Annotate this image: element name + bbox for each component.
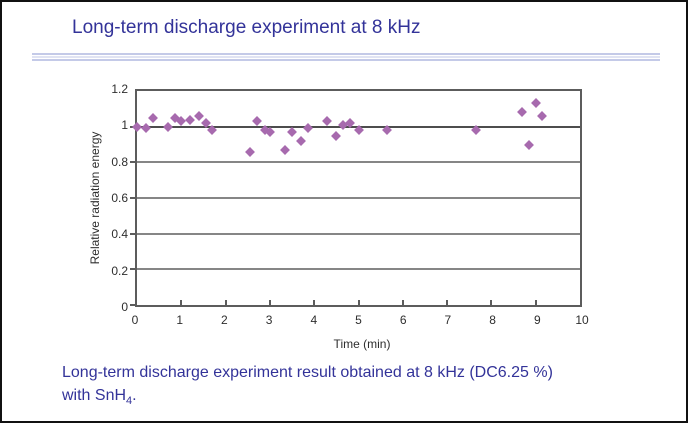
x-tick-mark — [446, 300, 449, 305]
x-tick-label: 2 — [221, 313, 228, 327]
scatter-chart: Relative radiation energy 0 0.2 0.4 0.6 0.8 1… — [2, 72, 686, 362]
y-tick-mark — [130, 268, 135, 271]
y-axis-tick-labels: 0 0.2 0.4 0.6 0.8 1 1.2 — [94, 82, 128, 314]
data-point — [530, 98, 541, 109]
gridline — [137, 161, 580, 164]
data-point — [295, 135, 306, 146]
y-tick-mark — [130, 197, 135, 199]
y-tick-label: 0.4 — [111, 227, 128, 242]
caption-line-2: with SnH4. — [62, 387, 137, 408]
caption-line-1: Long-term discharge experiment result ob… — [62, 364, 553, 381]
data-point — [537, 111, 548, 121]
data-point — [517, 107, 528, 118]
data-point — [194, 111, 204, 121]
x-tick-label: 8 — [489, 313, 496, 327]
y-tick-mark — [130, 161, 135, 164]
data-point — [163, 121, 173, 132]
data-point — [524, 139, 534, 150]
gridline — [137, 197, 580, 199]
y-tick-mark — [130, 232, 135, 235]
data-point — [287, 127, 297, 137]
plot-area — [130, 89, 582, 307]
x-tick-label: 4 — [310, 313, 318, 327]
x-tick-label: 5 — [355, 313, 362, 327]
x-tick-label: 6 — [399, 313, 407, 327]
data-point — [245, 146, 255, 157]
y-tick-label: 1 — [121, 118, 128, 133]
gridline — [137, 268, 580, 271]
separator-line — [32, 56, 660, 58]
separator-line — [32, 53, 660, 55]
data-point — [331, 130, 342, 141]
x-tick-mark — [401, 300, 404, 305]
caption: Long-term discharge experiment result ob… — [62, 361, 652, 413]
x-tick-label: 10 — [575, 313, 589, 327]
y-tick-label: 0.6 — [111, 191, 128, 205]
x-tick-label: 0 — [131, 313, 139, 327]
x-tick-mark — [357, 300, 360, 305]
y-tick-mark — [130, 304, 135, 306]
gridline — [137, 232, 580, 235]
x-tick-mark — [180, 300, 183, 305]
x-tick-mark — [268, 300, 271, 305]
y-tick-label: 0.8 — [111, 154, 128, 169]
x-tick-mark — [313, 300, 316, 305]
x-tick-mark — [490, 300, 493, 305]
y-tick-label: 1.2 — [111, 82, 128, 96]
x-tick-label: 9 — [533, 313, 541, 327]
separator-line — [32, 59, 660, 61]
x-axis-title: Time (min) — [333, 337, 391, 351]
subscript-4: 4 — [126, 395, 133, 408]
page-title: Long-term discharge experiment at 8 kHz — [72, 17, 421, 38]
y-tick-label: 0 — [121, 300, 128, 314]
x-tick-label: 3 — [265, 313, 273, 327]
x-axis-tick-labels: 0 1 2 3 4 5 6 7 8 9 10 — [131, 313, 589, 327]
data-point — [280, 144, 291, 155]
title-separator — [32, 53, 660, 61]
x-tick-label: 1 — [176, 313, 184, 327]
x-tick-label: 7 — [444, 313, 452, 327]
x-tick-mark — [224, 300, 227, 305]
data-point — [147, 112, 158, 123]
y-tick-label: 0.2 — [111, 263, 128, 278]
x-tick-mark — [534, 300, 537, 305]
